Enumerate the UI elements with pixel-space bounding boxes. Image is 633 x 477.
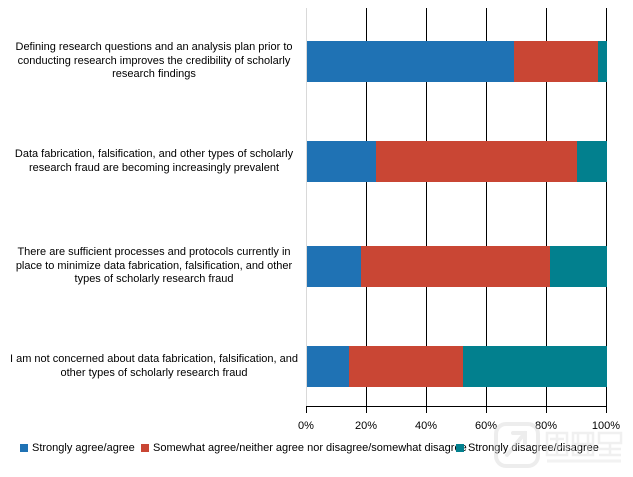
x-axis-tick [426, 406, 427, 413]
legend-item: Strongly disagree/disagree [456, 441, 599, 455]
bar-row [307, 246, 607, 287]
x-axis-tick [366, 406, 367, 413]
legend-swatch [456, 444, 464, 452]
bar-segment [307, 41, 514, 82]
gridline [606, 8, 607, 407]
legend-item: Somewhat agree/neither agree nor disagre… [141, 441, 467, 455]
category-label: Data fabrication, falsification, and oth… [14, 148, 294, 174]
bar-segment [463, 346, 607, 387]
bar-row [307, 41, 607, 82]
bar-segment [307, 141, 376, 182]
x-tick-label: 0% [298, 420, 314, 432]
category-label: Defining research questions and an analy… [15, 41, 293, 81]
bar-segment [307, 346, 349, 387]
gridline [366, 8, 367, 407]
legend-swatch [20, 444, 28, 452]
bar-segment [598, 41, 607, 82]
gridline [426, 8, 427, 407]
x-tick-label: 100% [591, 420, 621, 432]
legend-label: Somewhat agree/neither agree nor disagre… [153, 442, 467, 454]
category-label: There are sufficient processes and proto… [15, 246, 293, 286]
bar-segment [307, 246, 361, 287]
x-axis-tick [546, 406, 547, 413]
legend-label: Strongly agree/agree [32, 442, 135, 454]
legend-swatch [141, 444, 149, 452]
legend-item: Strongly agree/agree [20, 441, 135, 455]
bar-segment [361, 246, 550, 287]
x-tick-label: 40% [414, 420, 438, 432]
gridline [486, 8, 487, 407]
legend: Strongly agree/agree Somewhat agree/neith… [0, 441, 633, 457]
x-axis-tick [606, 406, 607, 413]
bar-segment [376, 141, 577, 182]
bar-row [307, 141, 607, 182]
bar-row [307, 346, 607, 387]
bar-segment [514, 41, 598, 82]
category-label: I am not concerned about data fabricatio… [9, 353, 298, 379]
legend-label: Strongly disagree/disagree [468, 442, 599, 454]
bar-segment [550, 246, 607, 287]
x-tick-label: 80% [534, 420, 558, 432]
x-tick-label: 60% [474, 420, 498, 432]
plot-area [306, 8, 607, 407]
x-tick-label: 20% [354, 420, 378, 432]
x-axis-tick [486, 406, 487, 413]
bar-segment [577, 141, 607, 182]
x-axis-tick [306, 406, 307, 413]
x-axis-line [306, 406, 607, 407]
gridline [546, 8, 547, 407]
bar-segment [349, 346, 463, 387]
y-axis-line [306, 8, 307, 407]
